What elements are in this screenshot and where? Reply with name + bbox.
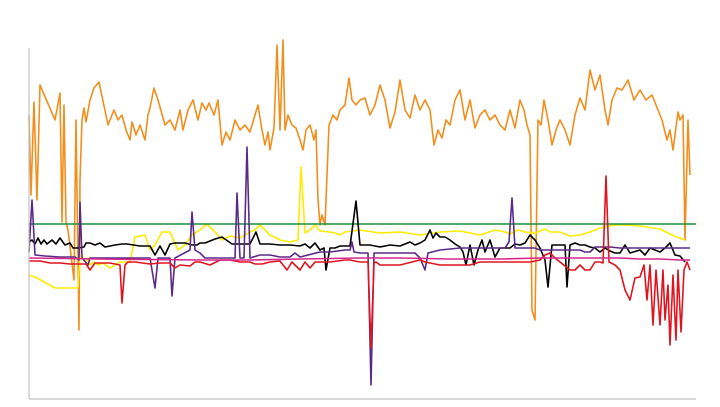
series-line-6 [29, 175, 691, 349]
series-line-7 [28, 257, 690, 261]
series-line-4 [28, 200, 686, 288]
series-line-1 [28, 39, 691, 331]
series-line-2 [28, 166, 686, 289]
series-line-5 [28, 146, 690, 386]
series-layer [28, 39, 696, 386]
